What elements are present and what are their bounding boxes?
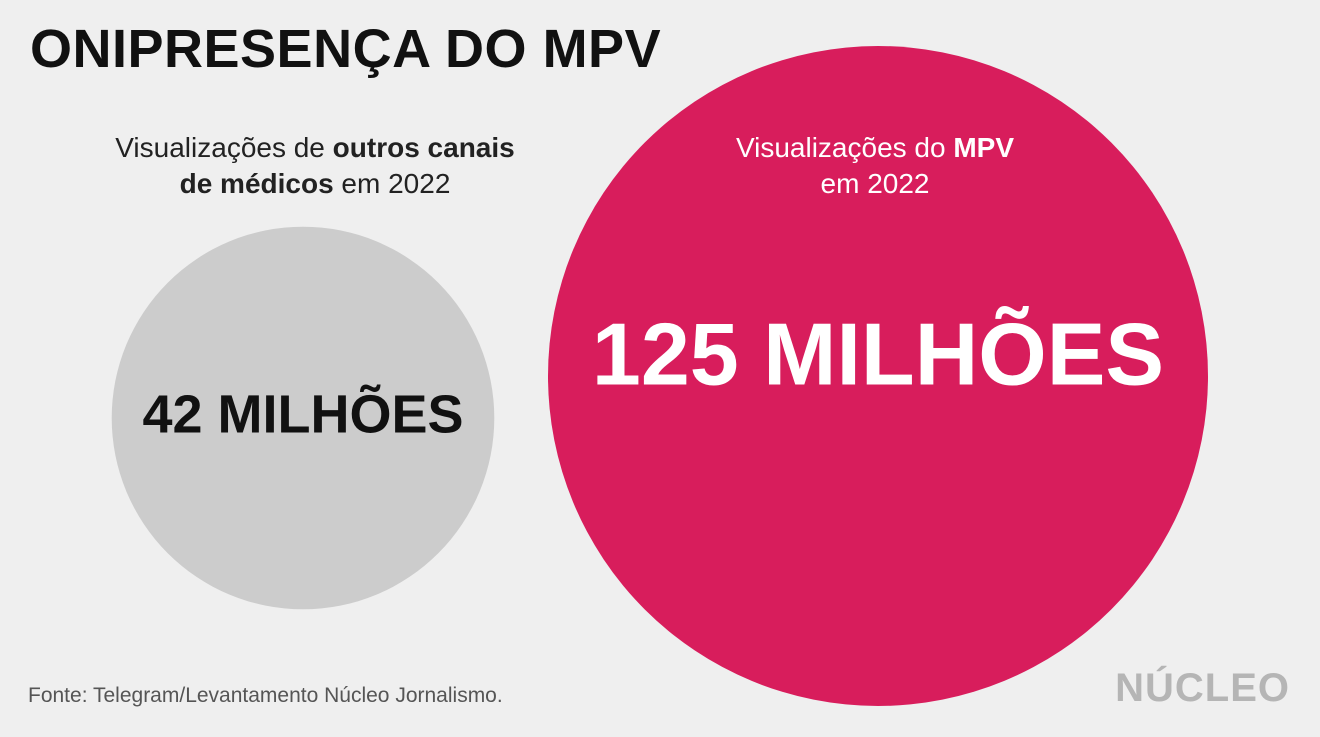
source-note: Fonte: Telegram/Levantamento Núcleo Jorn… bbox=[28, 684, 503, 707]
value-label-mpv: 125 MILHÕES bbox=[592, 304, 1164, 403]
nucleo-logo: NÚCLEO bbox=[1115, 666, 1290, 710]
caption-other-bold: outros canais de médicos bbox=[179, 132, 515, 200]
caption-other-pre: Visualizações de bbox=[115, 132, 333, 163]
caption-other-channels: Visualizações de outros canais de médico… bbox=[110, 130, 520, 203]
caption-mpv-post: em 2022 bbox=[820, 168, 930, 200]
bubble-mpv bbox=[548, 46, 1208, 706]
bubble-other-channels bbox=[111, 226, 495, 610]
chart-title: ONIPRESENÇA DO MPV bbox=[30, 19, 662, 79]
caption-mpv: Visualizações do MPV em 2022 bbox=[680, 130, 1070, 203]
value-label-other-channels: 42 MILHÕES bbox=[142, 384, 463, 444]
caption-other-post: em 2022 bbox=[333, 168, 451, 200]
caption-mpv-pre: Visualizações do bbox=[735, 132, 954, 163]
caption-mpv-bold: MPV bbox=[953, 132, 1015, 163]
